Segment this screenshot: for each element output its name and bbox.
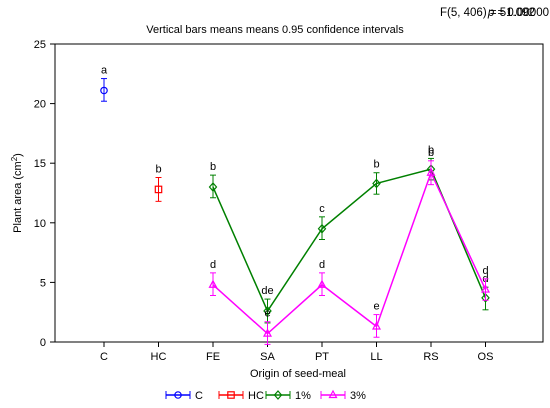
x-tick-label: RS (423, 351, 438, 363)
x-axis: C HC FE SA PT LL RS OS (100, 342, 493, 363)
p-statistic: p = 0.00000 (487, 7, 549, 19)
group-letter: b (155, 164, 161, 176)
group-letter: b (373, 159, 379, 171)
series-line (212, 168, 487, 313)
y-axis: 0 5 10 15 20 25 (34, 39, 55, 349)
series-c: a (100, 65, 108, 102)
series-hc: b (154, 164, 163, 202)
group-letter: b (210, 161, 216, 173)
plot-frame (54, 43, 544, 343)
chart-title: Vertical bars means means 0.95 confidenc… (146, 24, 404, 36)
group-letter: d (210, 259, 216, 271)
y-tick-label: 5 (40, 277, 46, 289)
x-tick-label: FE (206, 351, 220, 363)
data-point (481, 292, 490, 303)
series-layer: abbdecbbddedebd (100, 65, 491, 345)
data-point (262, 328, 273, 337)
data-point (263, 306, 272, 316)
group-letter: de (261, 285, 273, 297)
p-value: = 0.00000 (494, 7, 549, 19)
p-label: p (487, 7, 495, 19)
group-letter: d (319, 259, 325, 271)
data-point (317, 279, 327, 288)
x-tick-label: PT (315, 351, 329, 363)
group-letter: a (101, 65, 108, 77)
data-point (208, 182, 218, 192)
x-tick-label: OS (478, 351, 494, 363)
x-tick-label: SA (260, 351, 275, 363)
y-axis-label: Plant area (cm2) (10, 153, 24, 233)
data-point (480, 284, 491, 293)
legend-label: 3% (350, 390, 366, 402)
legend-label: HC (248, 390, 264, 402)
group-letter: b (428, 147, 434, 159)
data-point (371, 321, 382, 330)
legend-marker (328, 389, 338, 399)
x-tick-label: HC (151, 351, 167, 363)
data-point (154, 185, 163, 194)
y-tick-label: 0 (40, 337, 46, 349)
group-letter: b (428, 144, 434, 156)
y-axis-label-close: ) (12, 153, 24, 157)
legend-item: 3% (320, 389, 366, 402)
y-axis-label-main: Plant area (cm (12, 161, 24, 233)
x-axis-label: Origin of seed-meal (250, 368, 346, 380)
legend-marker (174, 391, 182, 399)
group-letter: e (264, 308, 270, 320)
x-tick-label: LL (370, 351, 382, 363)
legend-marker (227, 391, 235, 399)
data-point (426, 167, 436, 176)
legend-marker (273, 390, 283, 400)
legend-label: 1% (295, 390, 311, 402)
legend-label: C (195, 390, 203, 402)
legend-item: 1% (265, 390, 311, 402)
group-letter: d (482, 265, 488, 277)
x-tick-label: C (100, 351, 108, 363)
group-letter: c (319, 203, 325, 215)
data-point (208, 279, 218, 288)
legend-item: C (165, 390, 203, 402)
y-tick-label: 15 (34, 158, 46, 170)
y-axis-label-sup: 2 (10, 156, 19, 161)
f-statistic: F(5, 406) = 51.092 (440, 7, 535, 19)
series-line (212, 170, 487, 335)
y-tick-label: 25 (34, 39, 46, 51)
y-tick-label: 10 (34, 218, 46, 230)
data-point (317, 223, 327, 234)
data-point (100, 86, 108, 95)
data-point (372, 178, 381, 189)
y-tick-label: 20 (34, 99, 46, 111)
legend-item: HC (218, 390, 264, 402)
group-letter: e (373, 301, 379, 313)
legend: C HC 1% 3% (165, 389, 366, 402)
